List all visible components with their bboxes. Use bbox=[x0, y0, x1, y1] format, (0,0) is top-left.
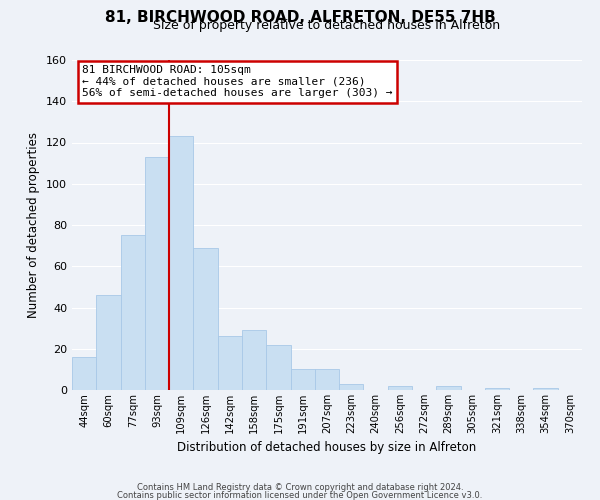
Y-axis label: Number of detached properties: Number of detached properties bbox=[28, 132, 40, 318]
Bar bbox=[193, 248, 218, 390]
Bar bbox=[72, 357, 96, 390]
Bar bbox=[266, 344, 290, 390]
Text: 81 BIRCHWOOD ROAD: 105sqm
← 44% of detached houses are smaller (236)
56% of semi: 81 BIRCHWOOD ROAD: 105sqm ← 44% of detac… bbox=[82, 65, 392, 98]
Bar bbox=[169, 136, 193, 390]
Text: Contains HM Land Registry data © Crown copyright and database right 2024.: Contains HM Land Registry data © Crown c… bbox=[137, 483, 463, 492]
Bar bbox=[315, 370, 339, 390]
X-axis label: Distribution of detached houses by size in Alfreton: Distribution of detached houses by size … bbox=[178, 442, 476, 454]
Bar bbox=[218, 336, 242, 390]
Text: Contains public sector information licensed under the Open Government Licence v3: Contains public sector information licen… bbox=[118, 490, 482, 500]
Bar bbox=[436, 386, 461, 390]
Bar bbox=[339, 384, 364, 390]
Bar bbox=[242, 330, 266, 390]
Bar bbox=[290, 370, 315, 390]
Title: Size of property relative to detached houses in Alfreton: Size of property relative to detached ho… bbox=[154, 20, 500, 32]
Bar bbox=[96, 295, 121, 390]
Bar bbox=[145, 157, 169, 390]
Bar bbox=[388, 386, 412, 390]
Text: 81, BIRCHWOOD ROAD, ALFRETON, DE55 7HB: 81, BIRCHWOOD ROAD, ALFRETON, DE55 7HB bbox=[104, 10, 496, 25]
Bar bbox=[121, 236, 145, 390]
Bar bbox=[533, 388, 558, 390]
Bar bbox=[485, 388, 509, 390]
